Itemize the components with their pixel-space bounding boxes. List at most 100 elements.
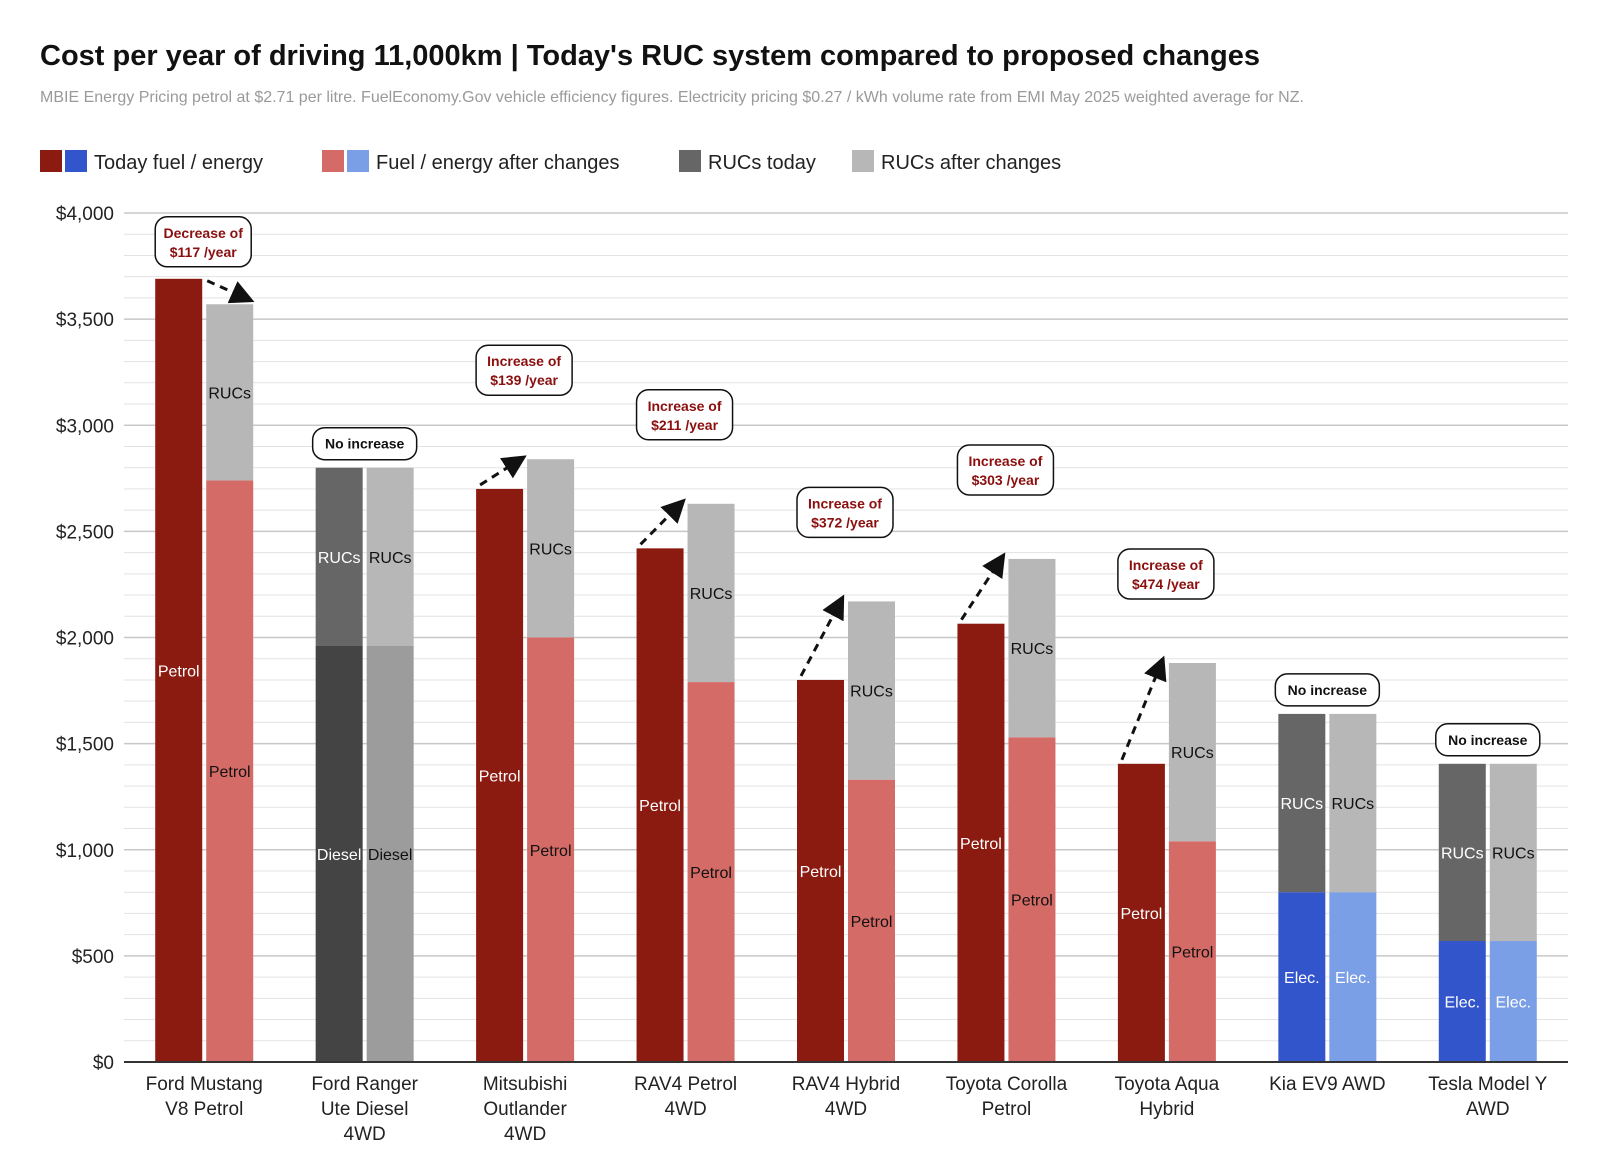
category-label: Ute Diesel <box>321 1099 409 1120</box>
y-tick-label: $3,000 <box>56 416 114 437</box>
after-bar-segment <box>687 503 735 683</box>
annotation-text: Decrease of <box>164 225 244 241</box>
legend: Today fuel / energy Fuel / energy after c… <box>40 150 1061 174</box>
after-segment-label: RUCs <box>1492 845 1535 862</box>
annotation-text: $117 /year <box>170 244 238 260</box>
after-bar-segment <box>527 459 575 638</box>
legend-label: RUCs today <box>708 152 816 174</box>
today-segment-label: RUCs <box>1280 796 1323 813</box>
today-segment-label: RUCs <box>1441 845 1484 862</box>
annotation-box <box>796 486 894 539</box>
annotation-text: Increase of <box>808 495 882 511</box>
annotation-text: Increase of <box>1129 557 1203 573</box>
after-bar-segment <box>1168 662 1216 842</box>
y-tick-label: $1,000 <box>56 841 114 862</box>
category-label: Kia EV9 AWD <box>1269 1074 1386 1095</box>
annotation-text: $474 /year <box>1132 576 1200 592</box>
category-label: RAV4 Hybrid <box>792 1074 900 1095</box>
change-arrow <box>1120 655 1167 761</box>
today-bar-segment <box>1438 763 1486 942</box>
annotations: Decrease of $117 /year No increase Increase… <box>154 216 1541 761</box>
annotation-box <box>154 216 252 268</box>
after-segment-label: Petrol <box>209 764 251 781</box>
legend-swatch <box>65 150 87 172</box>
annotation-text: No increase <box>325 436 405 452</box>
after-bar-segment <box>687 682 735 1062</box>
after-segment-label: RUCs <box>529 541 572 558</box>
after-segment-label: Petrol <box>690 865 732 882</box>
after-segment-label: Petrol <box>1171 945 1213 962</box>
legend-swatch <box>852 150 874 172</box>
x-axis: Ford Mustang V8 Petrol Ford Ranger Ute Dies… <box>124 1061 1568 1145</box>
annotation-box <box>1274 673 1381 707</box>
today-bar-segment <box>957 623 1005 1062</box>
y-tick-label: $1,500 <box>56 735 114 756</box>
category-label: Mitsubishi <box>483 1074 567 1095</box>
annotation-text: Increase of <box>487 353 561 369</box>
legend-label: Fuel / energy after changes <box>376 152 619 174</box>
bar-group: Petrol Petrol RUCs <box>1117 662 1216 1062</box>
after-segment-label: RUCs <box>1011 641 1054 658</box>
bar-group: Diesel RUCs Diesel RUCs <box>315 467 414 1062</box>
today-segment-label: Diesel <box>317 847 361 864</box>
change-arrow <box>479 455 527 487</box>
annotation-box <box>1435 723 1541 757</box>
after-bar-segment <box>366 467 414 646</box>
category-label: Outlander <box>483 1099 567 1120</box>
change-arrow <box>799 594 845 677</box>
annotation-box <box>1117 548 1215 600</box>
change-arrow <box>206 279 255 304</box>
today-segment-label: Petrol <box>960 836 1002 853</box>
after-bar-segment <box>1008 737 1056 1062</box>
chart-subtitle: MBIE Energy Pricing petrol at $2.71 per … <box>40 89 1304 106</box>
legend-label: Today fuel / energy <box>94 152 263 174</box>
annotation-text: Increase of <box>968 453 1042 469</box>
annotation-text: $303 /year <box>972 472 1040 488</box>
after-bar-segment <box>527 637 575 1062</box>
legend-swatch <box>40 150 62 172</box>
today-bar-segment <box>636 548 684 1062</box>
after-bar-segment <box>366 645 414 1062</box>
today-segment-label: RUCs <box>318 550 361 567</box>
today-segment-label: Petrol <box>800 864 842 881</box>
after-segment-label: RUCs <box>1171 745 1214 762</box>
legend-swatch <box>679 150 701 172</box>
after-segment-label: Elec. <box>1495 995 1531 1012</box>
after-segment-label: RUCs <box>208 385 251 402</box>
today-segment-label: Petrol <box>158 663 200 680</box>
bar-groups: PetrolPetrolRUCsDieselRUCsDieselRUCsPetr… <box>155 278 1537 1062</box>
annotation-text: $211 /year <box>651 417 719 433</box>
after-segment-label: Petrol <box>851 914 893 931</box>
annotation-text: $139 /year <box>490 372 558 388</box>
annotation-text: No increase <box>1288 682 1368 698</box>
y-tick-label: $2,500 <box>56 522 114 543</box>
after-bar-segment <box>1489 941 1537 1062</box>
annotation-text: $372 /year <box>811 514 879 530</box>
y-tick-label: $500 <box>72 947 114 968</box>
y-axis: $0 $500 $1,000 $1,500 $2,000 $2,500 $3,000 $3,5… <box>56 204 114 1074</box>
today-bar-segment <box>797 679 844 1062</box>
category-label: 4WD <box>344 1124 386 1145</box>
category-label: Ford Ranger <box>311 1074 418 1095</box>
annotation-box <box>311 426 418 461</box>
after-segment-label: RUCs <box>850 684 893 701</box>
category-label: Petrol <box>982 1099 1032 1120</box>
bar-group: Petrol Petrol RUCs <box>636 503 735 1062</box>
today-bar-segment <box>1278 713 1326 893</box>
bar-group: Elec. RUCs Elec. RUCs <box>1278 713 1377 1062</box>
y-tick-label: $4,000 <box>56 204 114 225</box>
annotation-box <box>635 389 734 441</box>
today-segment-label: Petrol <box>639 798 681 815</box>
bar-group: Elec. RUCs Elec. RUCs <box>1438 763 1537 1062</box>
today-bar-segment <box>315 467 363 646</box>
after-bar-segment <box>1008 558 1056 738</box>
after-bar-segment <box>1329 713 1377 893</box>
bar-group: Petrol Petrol RUCs <box>797 601 895 1062</box>
today-segment-label: Petrol <box>1120 906 1162 923</box>
today-bar-segment <box>1438 941 1486 1062</box>
legend-swatch <box>322 150 344 172</box>
category-label: 4WD <box>664 1099 706 1120</box>
bar-group: Petrol Petrol RUCs <box>476 459 575 1062</box>
bar-group: Petrol Petrol RUCs <box>155 278 254 1062</box>
bar-group: Petrol Petrol RUCs <box>957 558 1056 1062</box>
